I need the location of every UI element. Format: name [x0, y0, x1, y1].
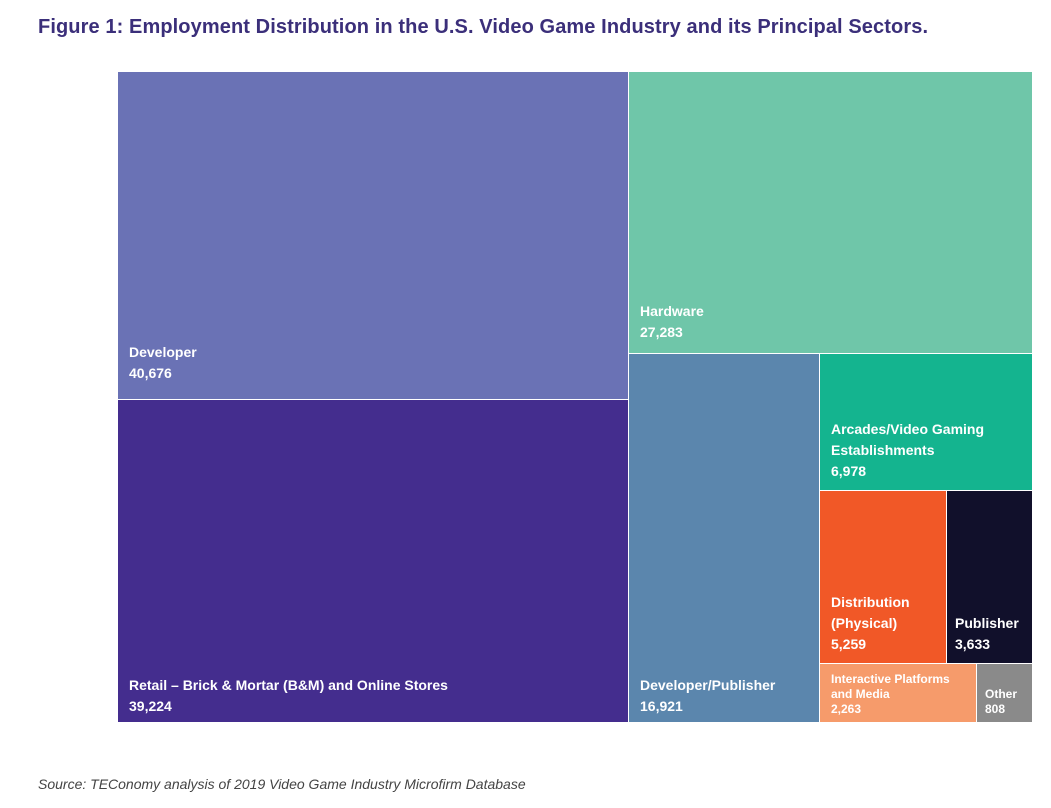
cell-label-arcades: Arcades/Video Gaming Establishments	[831, 421, 985, 458]
cell-value-retail: 39,224	[129, 698, 172, 714]
treemap-cell-interactive: Interactive Platforms and Media 2,263	[819, 663, 977, 723]
cell-label-retail: Retail – Brick & Mortar (B&M) and Online…	[129, 677, 448, 693]
cell-value-developer: 40,676	[129, 365, 172, 381]
treemap-cell-distribution: Distribution (Physical) 5,259	[819, 490, 947, 664]
treemap-cell-hardware: Hardware 27,283	[628, 71, 1033, 354]
treemap-cell-publisher: Publisher 3,633	[946, 490, 1033, 664]
cell-value-arcades: 6,978	[831, 463, 867, 479]
treemap-cell-other: Other 808	[976, 663, 1033, 723]
treemap-cell-retail: Retail – Brick & Mortar (B&M) and Online…	[117, 399, 629, 723]
cell-value-developer-publisher: 16,921	[640, 698, 683, 714]
cell-value-other: 808	[985, 702, 1006, 716]
cell-value-interactive: 2,263	[831, 702, 862, 716]
cell-label-other: Other	[985, 687, 1018, 701]
cell-label-distribution: Distribution (Physical)	[831, 594, 910, 631]
chart-title: Figure 1: Employment Distribution in the…	[38, 16, 929, 38]
cell-value-publisher: 3,633	[955, 636, 991, 652]
source-note: Source: TEConomy analysis of 2019 Video …	[38, 776, 526, 792]
cell-value-distribution: 5,259	[831, 636, 867, 652]
treemap-chart: Developer 40,676 Retail – Brick & Mortar…	[117, 71, 1033, 723]
cell-label-interactive: Interactive Platforms and Media	[831, 672, 950, 701]
treemap-cell-developer-publisher: Developer/Publisher 16,921	[628, 353, 820, 723]
cell-label-developer: Developer	[129, 344, 197, 360]
cell-label-developer-publisher: Developer/Publisher	[640, 677, 776, 693]
cell-label-hardware: Hardware	[640, 303, 704, 319]
treemap-cell-arcades: Arcades/Video Gaming Establishments 6,97…	[819, 353, 1033, 491]
cell-label-publisher: Publisher	[955, 615, 1019, 631]
cell-value-hardware: 27,283	[640, 324, 683, 340]
treemap-cell-developer: Developer 40,676	[117, 71, 629, 400]
